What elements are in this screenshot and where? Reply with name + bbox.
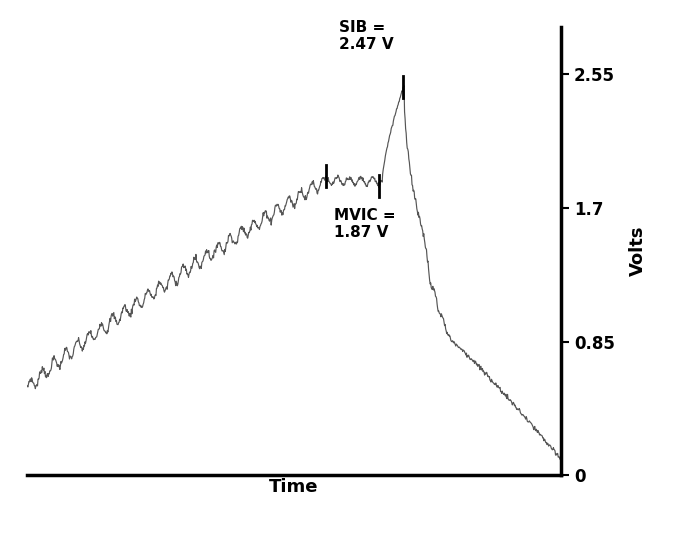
- Y-axis label: Volts: Volts: [629, 226, 647, 276]
- Text: MVIC =
1.87 V: MVIC = 1.87 V: [334, 208, 396, 240]
- Text: SIB =
2.47 V: SIB = 2.47 V: [339, 20, 394, 52]
- X-axis label: Time: Time: [269, 478, 319, 496]
